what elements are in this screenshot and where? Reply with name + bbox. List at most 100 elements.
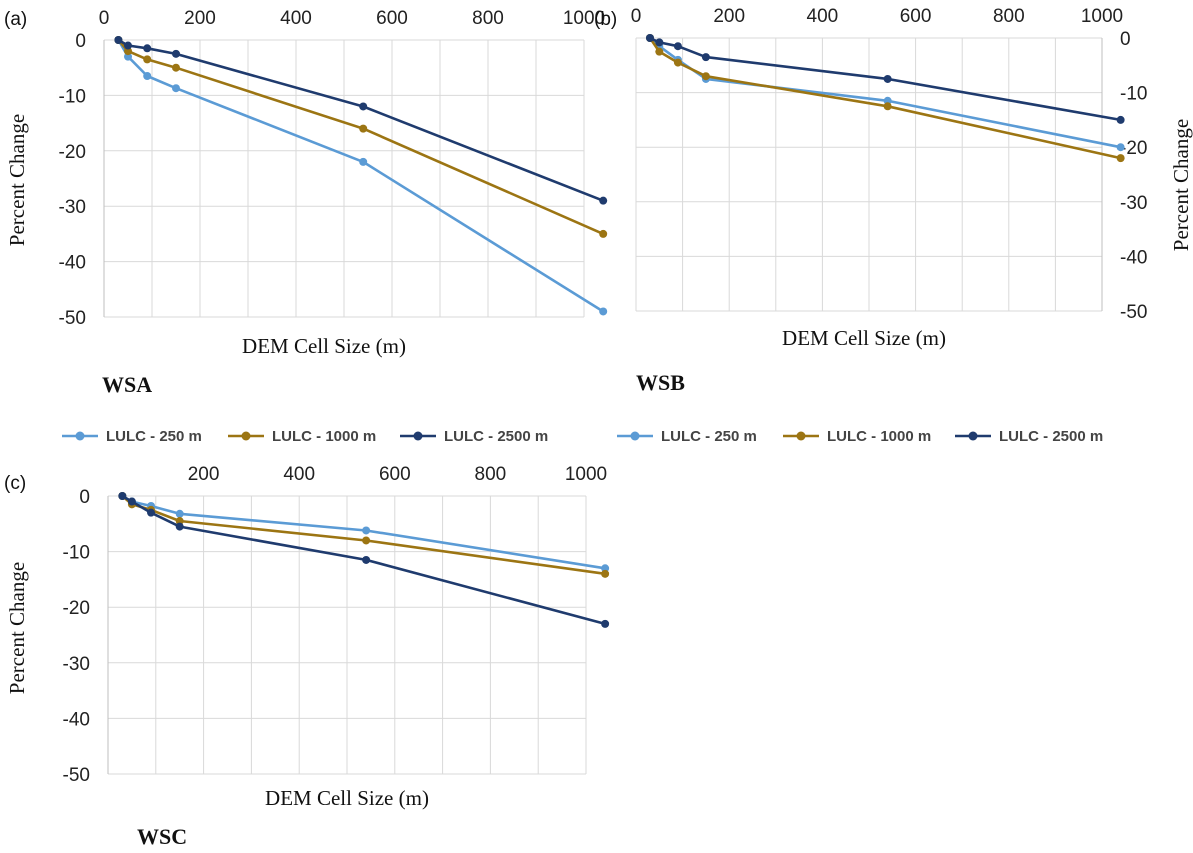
panel-b-data-point: [1116, 154, 1125, 163]
panel-a-x-axis-title: DEM Cell Size (m): [242, 334, 406, 358]
panel-b-data-point: [655, 47, 664, 56]
panel-b-y-tick-label: -40: [1120, 247, 1147, 268]
panel-a-data-point: [172, 63, 180, 72]
panel-b-y-tick-label: 0: [1120, 29, 1131, 50]
panel-a-series: [114, 36, 608, 316]
panel-c-x-tick-label: 200: [188, 464, 220, 485]
panel-a-title: WSA: [102, 372, 152, 397]
panel-c-data-point: [127, 497, 136, 506]
panel-c-x-axis-title: DEM Cell Size (m): [265, 786, 429, 810]
panel-c-grid: [107, 495, 587, 775]
panel-a-x-ticks: 0 200 400 600 800 1000: [99, 8, 605, 29]
panel-c-x-tick-label: 400: [283, 464, 315, 485]
panel-a-data-point: [599, 307, 608, 316]
panel-c-y-ticks: 0 -10 -20 -30 -40 -50: [63, 487, 90, 786]
panel-b-series: [645, 34, 1125, 163]
panel-a-y-tick-label: -30: [59, 197, 86, 218]
panel-wsc: (c) 200 400 600 800 1000 0 -10 -20 -30 -40 -50 DE…: [4, 464, 610, 849]
panel-b-data-point: [1116, 115, 1125, 124]
panel-a-x-tick-label: 200: [184, 8, 216, 29]
panel-c-y-tick-label: -40: [63, 709, 90, 730]
panel-a-data-point: [114, 36, 123, 44]
panel-c-y-tick-label: -30: [63, 654, 90, 675]
panel-b-data-point: [701, 53, 710, 62]
legend-swatch-marker: [413, 431, 423, 441]
panel-b-x-tick-label: 0: [631, 6, 642, 27]
panel-a-grid: [103, 39, 585, 318]
panel-c-data-point: [175, 509, 184, 518]
legend-swatch-marker: [241, 431, 251, 441]
panel-b-data-point: [1116, 143, 1125, 152]
panel-b-data-point: [883, 102, 892, 111]
panel-a-data-point: [124, 47, 132, 56]
panel-c-data-point: [601, 569, 610, 578]
panel-b-y-tick-label: -30: [1120, 193, 1147, 214]
panel-a-data-point: [359, 157, 368, 166]
panel-c-data-point: [601, 564, 610, 573]
panel-a-data-point: [359, 124, 368, 133]
panel-a-data-point: [124, 41, 132, 50]
panel-c-series: [118, 492, 610, 628]
legend-panel-b: LULC - 250 m LULC - 1000 m LULC - 2500 m: [617, 428, 1103, 445]
panel-a-x-tick-label: 800: [472, 8, 504, 29]
panel-b-y-ticks: 0 -10 -20 -30 -40 -50: [1120, 29, 1147, 323]
panel-a-data-point: [359, 102, 368, 111]
panel-c-data-point: [601, 619, 610, 628]
panel-wsb: (b) 0 200 400 600 800 1000 0 -10 -20 -30 -40 -50 D…: [594, 6, 1193, 395]
panel-a-y-tick-label: -10: [59, 86, 86, 107]
panel-a-data-point: [599, 229, 608, 238]
panel-a-x-tick-label: 1000: [563, 8, 605, 29]
panel-b-data-point: [655, 38, 664, 47]
panel-a-series-line: [117, 39, 604, 236]
panel-c-y-axis-title: Percent Change: [5, 562, 29, 694]
panel-b-y-tick-label: -10: [1120, 84, 1147, 105]
panel-wsa: (a) 0 200 400 600 800 1000 0 -10 -20 -30 -40 -50 D…: [4, 8, 608, 397]
panel-a-y-tick-label: 0: [75, 31, 86, 52]
panel-b-y-tick-label: -20: [1120, 138, 1147, 159]
panel-a-x-tick-label: 400: [280, 8, 312, 29]
legend-label: LULC - 1000 m: [827, 428, 931, 445]
panel-a-label: (a): [4, 9, 27, 30]
panel-a-x-tick-label: 0: [99, 8, 110, 29]
panel-a-data-point: [172, 49, 180, 58]
legend-label: LULC - 250 m: [106, 428, 202, 445]
panel-a-data-point: [124, 52, 132, 61]
panel-a-data-point: [172, 84, 180, 93]
panel-a-y-ticks: 0 -10 -20 -30 -40 -50: [59, 31, 86, 329]
panel-c-data-point: [118, 492, 127, 500]
panel-c-y-tick-label: -10: [63, 543, 90, 564]
panel-b-data-point: [645, 34, 654, 42]
panel-c-y-tick-label: -50: [63, 765, 90, 786]
panel-c-data-point: [175, 517, 184, 526]
legend-swatch-marker: [968, 431, 978, 441]
panel-b-x-tick-label: 800: [993, 6, 1025, 27]
panel-b-data-point: [673, 42, 682, 51]
legend-label: LULC - 2500 m: [444, 428, 548, 445]
panel-a-y-tick-label: -40: [59, 253, 86, 274]
panel-b-x-tick-label: 1000: [1081, 6, 1123, 27]
panel-a-series-line: [117, 38, 604, 202]
panel-c-data-point: [362, 536, 371, 545]
panel-b-x-tick-label: 200: [713, 6, 745, 27]
legend-label: LULC - 1000 m: [272, 428, 376, 445]
panel-c-label: (c): [4, 473, 26, 494]
panel-b-title: WSB: [636, 370, 685, 395]
panel-c-data-point: [362, 526, 371, 535]
panel-b-x-tick-label: 600: [900, 6, 932, 27]
panel-b-grid: [635, 37, 1103, 312]
panel-a-series-line: [117, 39, 604, 313]
panel-c-title: WSC: [137, 824, 187, 849]
panel-a-y-tick-label: -20: [59, 142, 86, 163]
legend-label: LULC - 250 m: [661, 428, 757, 445]
panel-c-x-tick-label: 1000: [565, 464, 607, 485]
panel-a-data-point: [143, 72, 152, 81]
legend-swatch-marker: [75, 431, 85, 441]
panel-b-data-point: [883, 74, 892, 83]
panel-b-label: (b): [594, 9, 617, 30]
panel-a-x-tick-label: 600: [376, 8, 408, 29]
panel-c-data-point: [147, 508, 156, 517]
panel-c-data-point: [362, 555, 371, 564]
panel-a-data-point: [599, 196, 608, 205]
panel-b-y-axis-title: Percent Change: [1169, 119, 1193, 251]
